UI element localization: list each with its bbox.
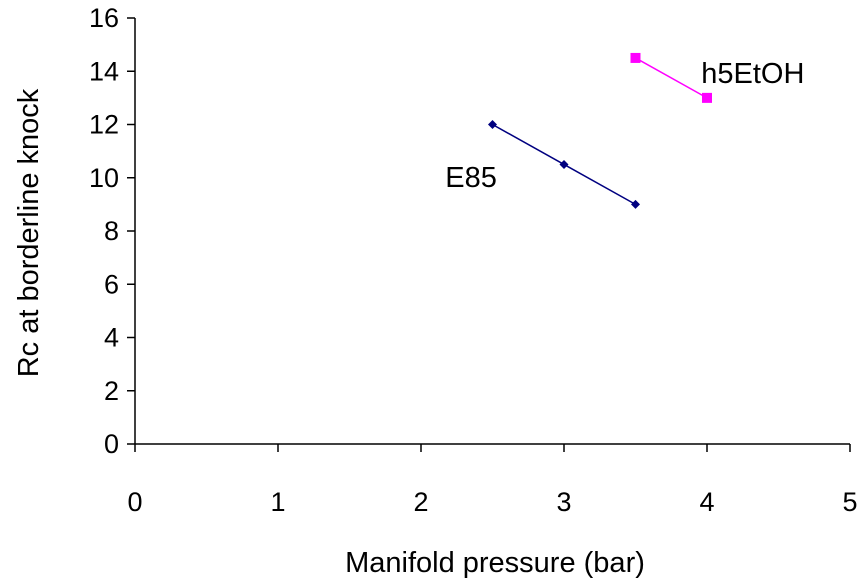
series-label: E85 [445, 162, 497, 194]
data-point [630, 52, 641, 63]
series-layer [488, 52, 712, 209]
x-tick-label: 3 [556, 487, 571, 517]
data-point [488, 120, 497, 129]
x-tick-label: 1 [270, 487, 285, 517]
x-axis-title: Manifold pressure (bar) [345, 547, 645, 579]
y-tick-label: 6 [104, 269, 119, 299]
x-tick-label: 2 [413, 487, 428, 517]
y-tick-label: 2 [104, 376, 119, 406]
data-point [559, 159, 569, 169]
data-point [631, 199, 640, 209]
y-tick-label: 8 [104, 216, 119, 246]
series-labels: E85 h5EtOH [445, 58, 804, 194]
x-tick-label: 4 [699, 487, 714, 517]
data-point [702, 92, 712, 103]
series-0 [488, 120, 640, 209]
series-label: h5EtOH [701, 58, 804, 90]
series-1 [630, 52, 712, 103]
axes [127, 17, 851, 452]
series-line [635, 57, 708, 99]
y-tick-label: 14 [89, 56, 119, 86]
y-tick-label: 16 [89, 3, 119, 33]
y-tick-label: 10 [89, 163, 119, 193]
x-tick-label: 5 [842, 487, 857, 517]
y-tick-label: 4 [104, 323, 119, 353]
y-tick-label: 0 [104, 429, 119, 459]
y-axis-title: Rc at borderline knock [13, 88, 45, 377]
y-tick-label: 12 [89, 110, 119, 140]
x-tick-label: 0 [127, 487, 142, 517]
